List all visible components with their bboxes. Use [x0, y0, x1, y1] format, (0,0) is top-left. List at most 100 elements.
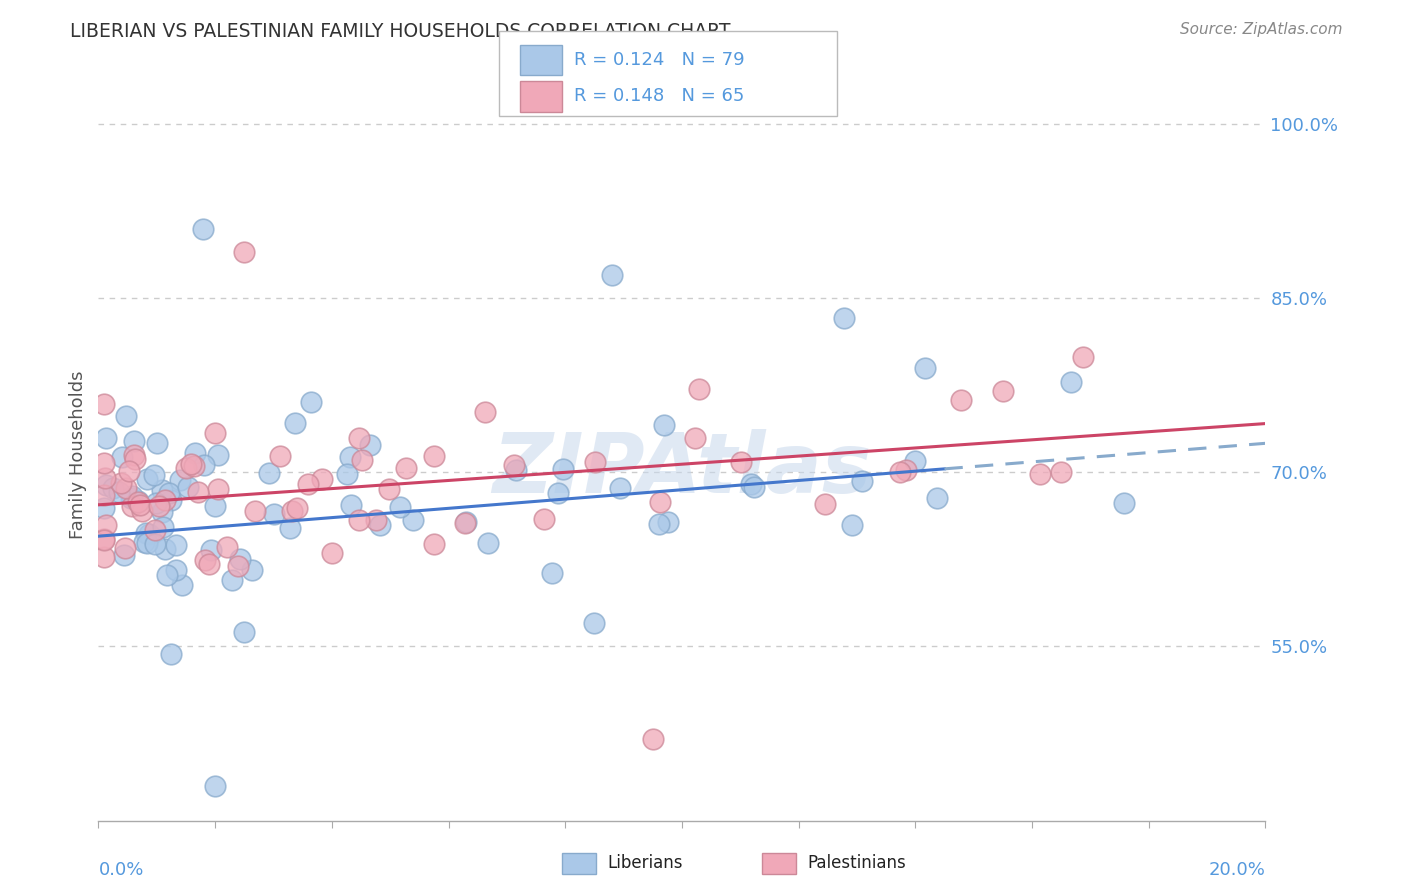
Point — [226, 559, 249, 574]
Point — [688, 382, 710, 396]
Point — [1112, 496, 1135, 510]
Point — [93, 487, 115, 501]
Point — [233, 244, 256, 259]
Point — [240, 563, 263, 577]
Point — [215, 540, 238, 554]
Point — [904, 454, 927, 468]
Text: Palestinians: Palestinians — [807, 855, 905, 872]
Point — [730, 455, 752, 469]
Point — [350, 453, 373, 467]
Point — [114, 541, 136, 555]
Point — [889, 465, 911, 479]
Point — [949, 392, 972, 407]
Point — [297, 476, 319, 491]
Point — [553, 462, 575, 476]
Point — [115, 409, 138, 424]
Point — [108, 484, 131, 499]
Point — [454, 516, 477, 530]
Point — [187, 485, 209, 500]
Point — [233, 625, 256, 640]
Text: ZIPAtlas: ZIPAtlas — [492, 429, 872, 510]
Point — [340, 498, 363, 512]
Point — [93, 500, 115, 515]
Point — [131, 504, 153, 518]
Point — [136, 535, 159, 549]
Point — [648, 495, 671, 509]
Point — [423, 537, 446, 551]
Point — [170, 577, 193, 591]
Point — [115, 482, 138, 496]
Point — [841, 517, 863, 532]
Point — [547, 486, 569, 500]
Point — [207, 482, 229, 496]
Text: 0.0%: 0.0% — [98, 862, 143, 880]
Point — [153, 541, 176, 556]
Point — [122, 434, 145, 448]
Point — [93, 533, 115, 547]
Point — [94, 478, 117, 492]
Point — [648, 517, 671, 532]
Point — [150, 483, 173, 497]
Point — [148, 500, 170, 514]
Point — [1071, 350, 1094, 364]
Point — [124, 448, 146, 462]
Point — [1029, 467, 1052, 481]
Point — [135, 526, 157, 541]
Point — [685, 431, 707, 445]
Point — [505, 463, 527, 477]
Point — [150, 505, 173, 519]
Y-axis label: Family Households: Family Households — [69, 371, 87, 539]
Text: R = 0.124   N = 79: R = 0.124 N = 79 — [574, 51, 744, 69]
Point — [177, 479, 200, 493]
Point — [146, 436, 169, 450]
Point — [152, 520, 174, 534]
Point — [143, 467, 166, 482]
Point — [128, 498, 150, 512]
Point — [423, 449, 446, 463]
Point — [157, 486, 180, 500]
Point — [138, 527, 160, 541]
Point — [169, 473, 191, 487]
Point — [402, 513, 425, 527]
Point — [204, 779, 226, 793]
Point — [121, 499, 143, 513]
Point — [143, 537, 166, 551]
Point — [339, 450, 361, 464]
Point — [284, 416, 307, 430]
Point — [851, 474, 873, 488]
Point — [641, 732, 664, 747]
Point — [153, 493, 176, 508]
Point — [541, 566, 564, 580]
Point — [110, 476, 132, 491]
Point — [184, 446, 207, 460]
Point — [278, 521, 301, 535]
Point — [193, 458, 215, 473]
Point — [299, 395, 322, 409]
Point — [111, 450, 134, 464]
Point — [280, 504, 302, 518]
Point — [165, 538, 187, 552]
Point — [1050, 466, 1073, 480]
Point — [180, 458, 202, 472]
Point — [165, 563, 187, 577]
Point — [143, 523, 166, 537]
Point — [359, 438, 381, 452]
Point — [183, 459, 205, 474]
Text: Liberians: Liberians — [607, 855, 683, 872]
Point — [832, 310, 855, 325]
Point — [198, 557, 221, 571]
Point — [127, 495, 149, 509]
Point — [366, 513, 388, 527]
Point — [609, 481, 631, 495]
Point — [93, 457, 115, 471]
Point — [134, 535, 156, 549]
Point — [477, 536, 499, 550]
Point — [207, 448, 229, 462]
Point — [145, 496, 167, 510]
Point — [93, 532, 115, 546]
Point — [204, 500, 226, 514]
Point — [349, 513, 371, 527]
Point — [583, 616, 606, 631]
Point — [502, 458, 524, 473]
Point — [368, 518, 391, 533]
